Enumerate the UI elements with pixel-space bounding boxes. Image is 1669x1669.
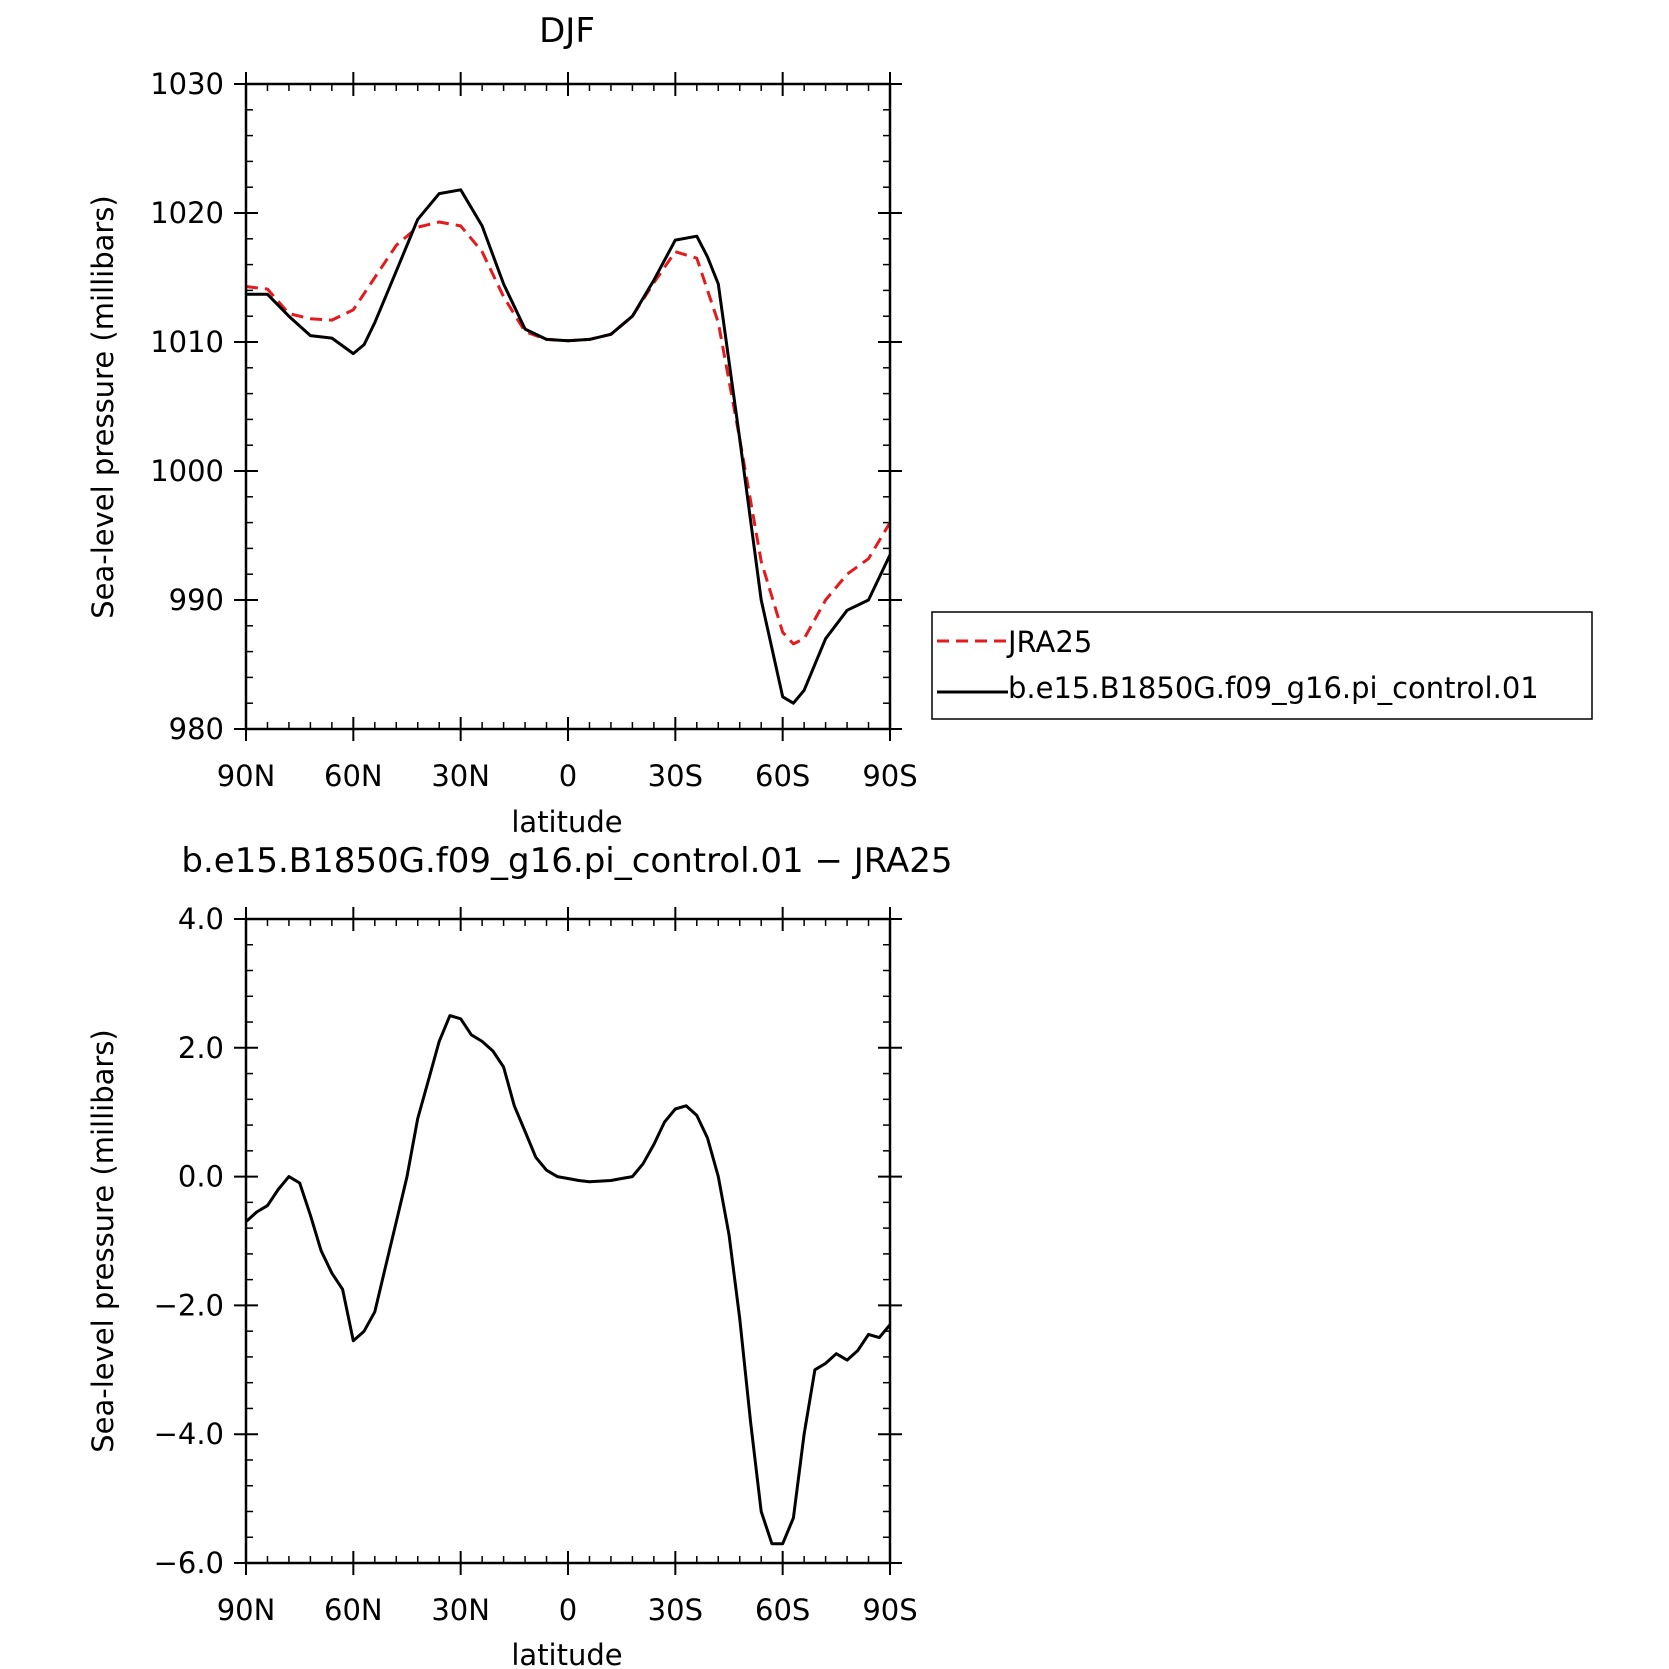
y-tick-label: 4.0 bbox=[178, 902, 224, 936]
top-chart-title: DJF bbox=[539, 11, 595, 51]
y-tick-label: −6.0 bbox=[154, 1546, 224, 1580]
x-tick-label: 30N bbox=[431, 1593, 490, 1627]
y-tick-label: 1020 bbox=[150, 196, 224, 230]
y-tick-label: −2.0 bbox=[154, 1288, 224, 1322]
legend-label-jra25: JRA25 bbox=[1006, 625, 1092, 659]
y-tick-label: 0.0 bbox=[178, 1160, 224, 1194]
top-panel: DJF 980 990 1000 1010 1020 1030 90N 60N 30N 0 30S 6… bbox=[86, 11, 1593, 839]
top-tick-labels: 980 990 1000 1010 1020 1030 90N 60N 30N 0 30S 60S 90… bbox=[150, 67, 917, 793]
y-tick-label: 1000 bbox=[150, 454, 224, 488]
bottom-panel: b.e15.B1850G.f09_g16.pi_control.01 − JRA… bbox=[86, 841, 953, 1669]
y-tick-label: 1030 bbox=[150, 67, 224, 101]
x-tick-label: 60S bbox=[755, 1593, 810, 1627]
y-tick-label: 2.0 bbox=[178, 1031, 224, 1065]
x-tick-label: 90S bbox=[862, 1593, 917, 1627]
bottom-tick-labels: −6.0 −4.0 −2.0 0.0 2.0 4.0 90N 60N 30N 0 30S 60S 90S bbox=[154, 902, 918, 1627]
x-tick-label: 90N bbox=[217, 759, 276, 793]
bottom-plot-frame bbox=[244, 917, 892, 1565]
top-ticks bbox=[234, 72, 902, 741]
top-plot-frame bbox=[244, 82, 892, 731]
legend-box bbox=[931, 611, 1593, 720]
bottom-y-axis-label: Sea-level pressure (millibars) bbox=[86, 1029, 120, 1452]
x-tick-label: 0 bbox=[559, 1593, 577, 1627]
legend-label-model: b.e15.B1850G.f09_g16.pi_control.01 bbox=[1008, 671, 1539, 705]
x-tick-label: 0 bbox=[559, 759, 577, 793]
y-tick-label: −4.0 bbox=[154, 1417, 224, 1451]
x-tick-label: 60S bbox=[755, 759, 810, 793]
bottom-x-axis-label: latitude bbox=[511, 1638, 622, 1669]
top-x-axis-label: latitude bbox=[511, 805, 622, 839]
top-series-group bbox=[245, 188, 892, 705]
bottom-series-group bbox=[244, 1014, 892, 1546]
top-y-axis-label: Sea-level pressure (millibars) bbox=[86, 195, 120, 618]
x-tick-label: 90S bbox=[862, 759, 917, 793]
x-tick-label: 30S bbox=[648, 759, 703, 793]
y-tick-label: 990 bbox=[169, 583, 224, 617]
y-tick-label: 980 bbox=[169, 712, 224, 746]
x-tick-label: 90N bbox=[217, 1593, 276, 1627]
x-tick-label: 30N bbox=[431, 759, 490, 793]
series-line-difference bbox=[244, 1014, 892, 1546]
y-tick-label: 1010 bbox=[150, 325, 224, 359]
x-tick-label: 30S bbox=[648, 1593, 703, 1627]
series-line-model bbox=[246, 188, 892, 705]
x-tick-label: 60N bbox=[324, 1593, 383, 1627]
series-line-jra25 bbox=[245, 220, 892, 646]
legend: JRA25 b.e15.B1850G.f09_g16.pi_control.01 bbox=[931, 611, 1593, 720]
x-tick-label: 60N bbox=[324, 759, 383, 793]
bottom-ticks bbox=[234, 907, 902, 1575]
bottom-chart-title: b.e15.B1850G.f09_g16.pi_control.01 − JRA… bbox=[181, 841, 952, 881]
